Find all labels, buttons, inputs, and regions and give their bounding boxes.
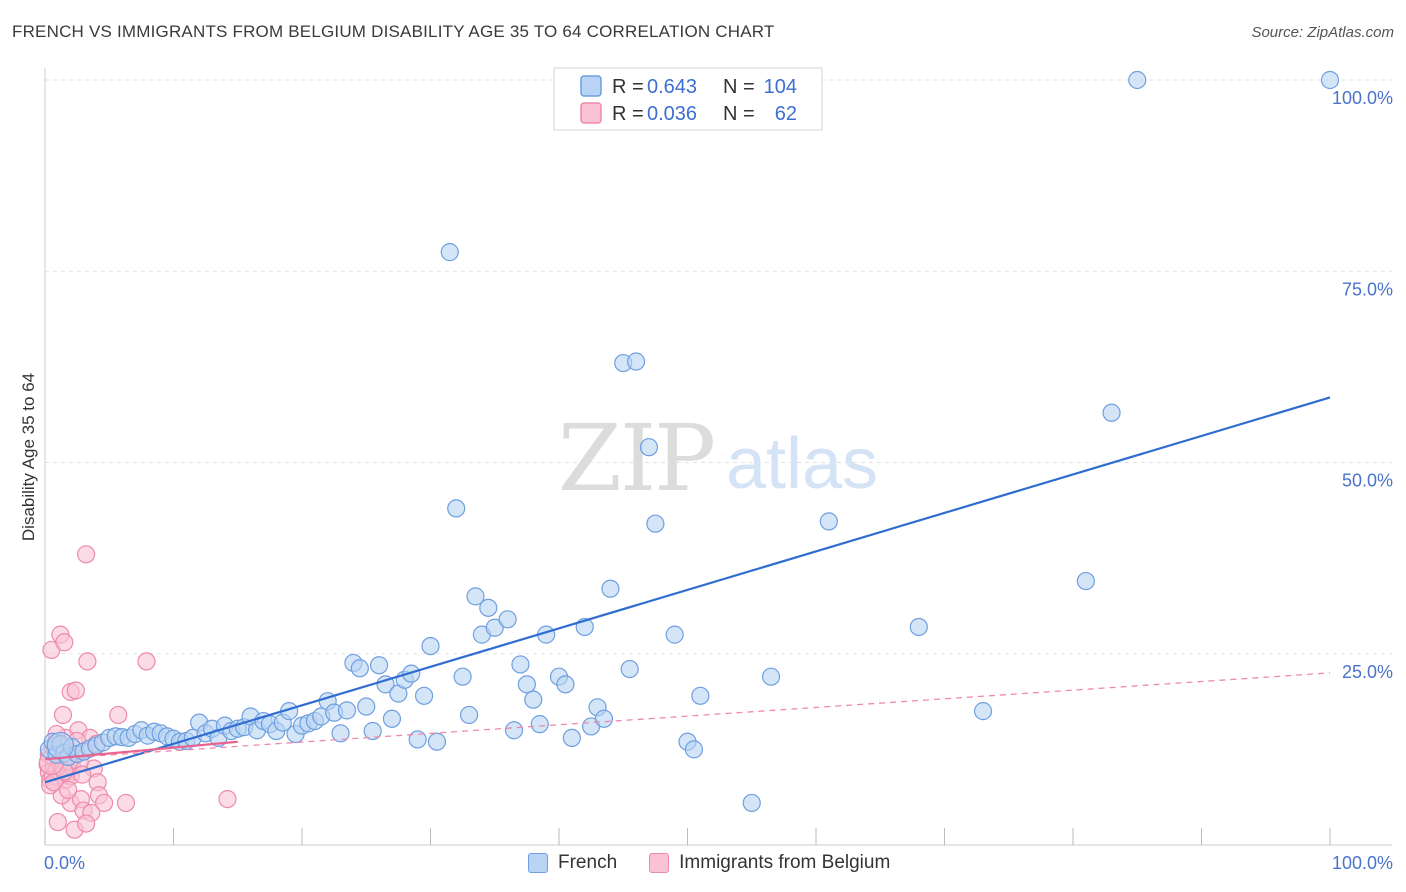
- chart-source: Source: ZipAtlas.com: [1251, 24, 1394, 41]
- legend-n-label-2: N =: [723, 103, 755, 125]
- french-point-70: [479, 598, 498, 617]
- bottom-legend-belgium-swatch: [649, 853, 670, 873]
- belgium-point-27: [53, 705, 73, 725]
- axes: [44, 68, 1392, 846]
- french-point-80: [556, 675, 575, 694]
- french-point-73: [504, 721, 524, 740]
- belgium-point-24: [78, 652, 97, 671]
- french-point-96: [742, 793, 761, 813]
- french-point-66: [453, 667, 472, 686]
- legend-n-value-2: 62: [775, 103, 797, 125]
- french-point-71: [485, 618, 504, 637]
- french-point-64: [440, 243, 459, 262]
- french-point-52: [357, 697, 376, 716]
- correlation-legend: R = 0.643 N = 104 R = 0.036 N = 62: [553, 67, 823, 131]
- belgium-trendline: [44, 740, 238, 761]
- watermark: ZIP atlas: [558, 405, 878, 512]
- y-axis-title: Disability Age 35 to 64: [19, 373, 38, 541]
- bottom-legend-french-swatch: [528, 853, 548, 873]
- french-point-90: [639, 438, 659, 457]
- bottom-legend-french-label: French: [558, 852, 618, 873]
- legend-r-label-1: R =: [612, 76, 644, 98]
- french-trendline: [44, 396, 1331, 784]
- belgium-point-23: [77, 545, 96, 564]
- belgium-point-34: [95, 793, 114, 813]
- french-point-104: [1320, 70, 1340, 90]
- legend-swatch-belgium: [580, 102, 602, 124]
- belgium-trendline-dashed: [44, 672, 1331, 760]
- french-point-67: [459, 705, 479, 725]
- french-point-68: [466, 587, 485, 606]
- french-point-cluster: [46, 731, 75, 760]
- french-point-65: [447, 499, 466, 518]
- french-point-103: [1128, 70, 1147, 90]
- belgium-point-43: [116, 793, 136, 813]
- belgium-points: [38, 545, 237, 839]
- french-point-61: [414, 686, 434, 705]
- french-point-63: [427, 732, 447, 751]
- french-point-92: [665, 625, 684, 644]
- tick-labels: 25.0% 50.0% 75.0% 100.0% 0.0% 100.0%: [44, 88, 1393, 873]
- french-point-48: [331, 724, 350, 743]
- watermark-zip: ZIP: [558, 405, 714, 512]
- french-point-62: [421, 636, 440, 656]
- french-point-97: [761, 667, 781, 686]
- french-points: [39, 70, 1340, 813]
- french-point-100: [973, 702, 993, 721]
- belgium-point-22: [55, 633, 74, 652]
- bottom-legend-belgium: Immigrants from Belgium: [649, 852, 890, 874]
- bottom-legend-french: French: [528, 852, 617, 874]
- chart-title: FRENCH VS IMMIGRANTS FROM BELGIUM DISABI…: [12, 22, 775, 41]
- belgium-point-46: [218, 789, 237, 809]
- belgium-point-26: [66, 681, 85, 700]
- french-point-74: [511, 655, 530, 674]
- french-point-88: [620, 659, 639, 679]
- french-point-81: [562, 728, 581, 748]
- bottom-legend: French Immigrants from Belgium: [528, 852, 912, 874]
- french-point-75: [517, 675, 536, 694]
- french-point-89: [626, 352, 646, 371]
- bottom-legend-belgium-label: Immigrants from Belgium: [679, 852, 891, 873]
- belgium-point-44: [109, 705, 128, 725]
- french-point-53: [363, 721, 382, 741]
- french-point-101: [1076, 571, 1095, 591]
- x-tick-label-1: 100.0%: [1332, 853, 1393, 873]
- french-point-72: [498, 610, 517, 629]
- watermark-atlas: atlas: [726, 424, 878, 504]
- legend-swatch-french: [580, 75, 602, 97]
- x-tick-label-0: 0.0%: [44, 853, 85, 873]
- french-point-51: [350, 659, 369, 678]
- gridlines: [45, 79, 1392, 655]
- french-point-86: [601, 579, 620, 598]
- french-point-91: [646, 514, 665, 533]
- legend-r-label-2: R =: [612, 103, 644, 125]
- y-tick-label-0: 25.0%: [1342, 662, 1393, 682]
- belgium-point-54: [59, 780, 78, 800]
- french-point-102: [1102, 403, 1121, 422]
- legend-n-value-1: 104: [764, 76, 797, 98]
- belgium-point-42: [77, 814, 96, 833]
- french-point-76: [524, 690, 543, 709]
- belgium-point-41: [48, 812, 67, 832]
- y-tick-label-2: 75.0%: [1342, 279, 1393, 299]
- french-point-60: [408, 730, 427, 749]
- legend-r-value-2: 0.036: [647, 103, 697, 125]
- y-tick-label-1: 50.0%: [1342, 471, 1393, 491]
- trendlines: [44, 396, 1331, 784]
- french-point-49: [337, 701, 357, 720]
- french-point-54: [370, 656, 389, 675]
- legend-r-value-1: 0.643: [647, 76, 697, 98]
- french-point-94: [684, 740, 704, 759]
- y-tick-label-3: 100.0%: [1332, 88, 1393, 108]
- belgium-point-45: [137, 652, 156, 671]
- legend-n-label-1: N =: [723, 76, 755, 98]
- french-point-85: [594, 709, 614, 728]
- french-point-56: [382, 709, 402, 728]
- french-point-99: [909, 617, 928, 637]
- french-point-95: [691, 686, 710, 705]
- french-point-77: [530, 715, 549, 734]
- french-point-98: [819, 512, 838, 531]
